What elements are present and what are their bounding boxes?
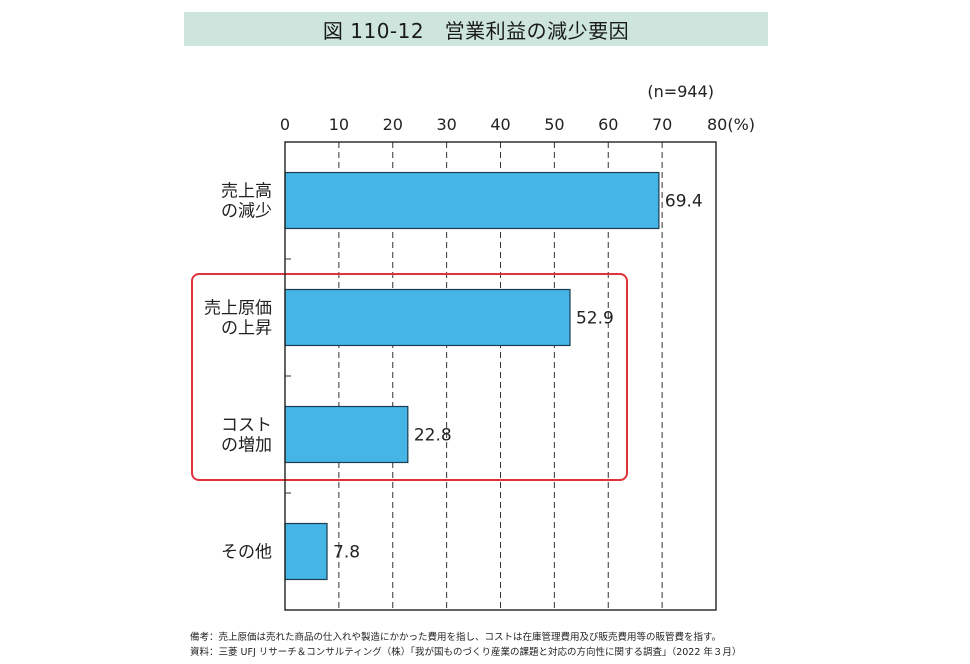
x-tick-label: 30	[436, 115, 456, 134]
x-tick-label: 20	[383, 115, 403, 134]
highlight-box	[191, 273, 628, 481]
bar	[284, 522, 328, 581]
bar	[284, 288, 571, 347]
value-label: 22.8	[414, 426, 452, 446]
x-tick-label: 50	[544, 115, 564, 134]
category-label: の増加	[221, 436, 272, 456]
category-label: 売上原価	[204, 299, 272, 319]
value-label: 7.8	[333, 543, 360, 563]
x-tick-label: 40	[490, 115, 510, 134]
category-label: コスト	[221, 416, 272, 436]
x-tick-label: 70	[652, 115, 672, 134]
x-tick-label: 0	[280, 115, 290, 134]
footnotes: 備考：売上原価は売れた商品の仕入れや製造にかかった費用を指し、コストは在庫管理費…	[190, 630, 950, 660]
bar	[284, 405, 409, 464]
category-label: 売上高	[221, 182, 272, 202]
remark-note: 備考：売上原価は売れた商品の仕入れや製造にかかった費用を指し、コストは在庫管理費…	[190, 632, 722, 643]
value-label: 69.4	[665, 192, 703, 212]
category-label: の減少	[221, 202, 272, 222]
x-tick-label: 60	[598, 115, 618, 134]
value-label: 52.9	[576, 309, 614, 329]
category-label: の上昇	[221, 319, 272, 339]
x-tick-label: 10	[329, 115, 349, 134]
sample-size-note: (n=944)	[647, 82, 714, 101]
category-label: その他	[221, 543, 272, 563]
bar	[284, 171, 660, 230]
x-tick-label: 80(%)	[707, 115, 755, 134]
source-note: 資料：三菱 UFJ リサーチ＆コンサルティング（株）「我が国ものづくり産業の課題…	[190, 647, 742, 658]
chart-title: 図 110-12 営業利益の減少要因	[184, 12, 768, 46]
plot-frame	[284, 141, 717, 611]
